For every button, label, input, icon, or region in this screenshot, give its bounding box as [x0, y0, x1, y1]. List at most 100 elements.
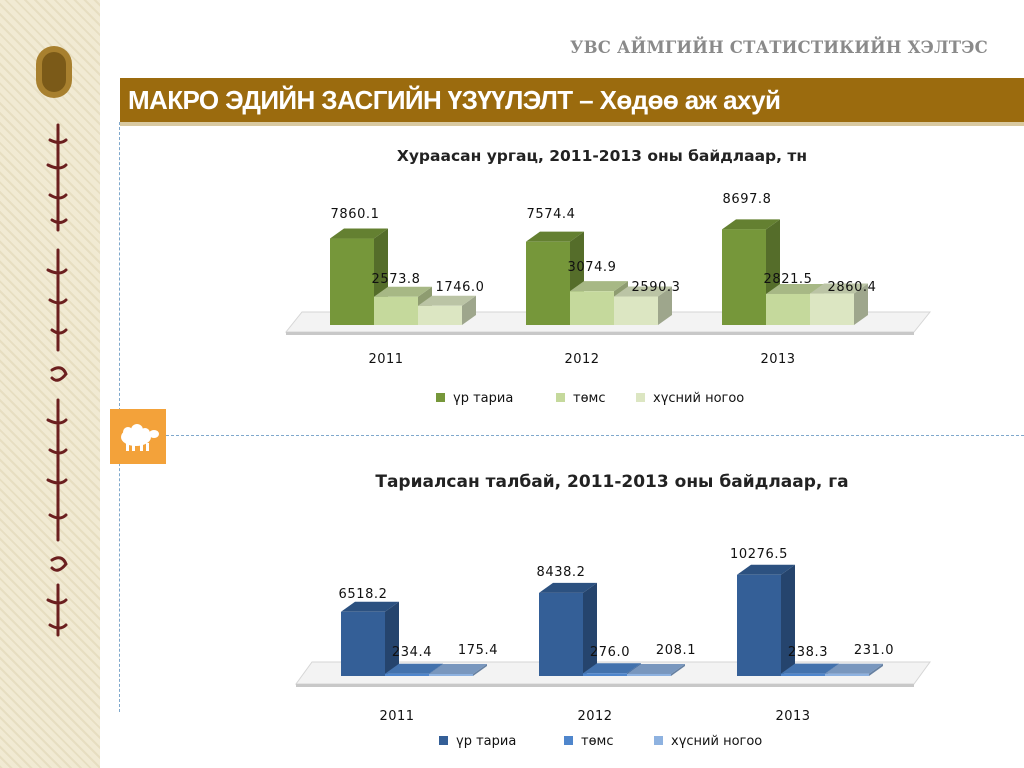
- sown-area-chart: Тариалсан талбай, 2011-2013 оны байдлаар…: [295, 472, 931, 749]
- harvest-chart: Хураасан ургац, 2011-2013 оны байдлаар, …: [284, 147, 932, 406]
- value-label: 238.3: [788, 645, 828, 660]
- legend-label: төмс: [573, 391, 605, 406]
- bar-front: [330, 238, 374, 325]
- bar-top: [330, 228, 388, 239]
- value-label: 3074.9: [567, 260, 616, 275]
- bar-2012-2: [627, 663, 685, 676]
- chart-floor-edge: [286, 332, 914, 335]
- legend-label: хүсний ногоо: [653, 391, 744, 406]
- value-label: 231.0: [854, 643, 894, 658]
- x-tick-label: 2011: [368, 352, 403, 367]
- value-label: 2860.4: [827, 280, 876, 295]
- bar-front: [374, 296, 418, 325]
- bars: [330, 219, 868, 325]
- bar-side: [869, 663, 883, 676]
- value-label: 6518.2: [338, 587, 387, 602]
- value-label: 10276.5: [730, 547, 788, 562]
- bar-top: [781, 663, 839, 674]
- bar-2013-2: [810, 283, 868, 325]
- bar-top: [418, 295, 476, 306]
- bar-front: [781, 673, 825, 676]
- x-tick-label: 2012: [577, 709, 612, 724]
- chart-title: Тариалсан талбай, 2011-2013 оны байдлаар…: [375, 472, 848, 492]
- value-labels: 7860.1 2573.8 1746.0 7574.4 3074.9 2590.3 8697…: [330, 192, 876, 295]
- value-label: 208.1: [656, 643, 696, 658]
- bar-top: [341, 601, 399, 612]
- bar-front: [429, 674, 473, 676]
- bar-front: [583, 673, 627, 676]
- left-decorative-panel: [0, 0, 100, 768]
- value-label: 2821.5: [763, 272, 812, 287]
- bar-2013-2: [825, 663, 883, 676]
- value-label: 7860.1: [330, 207, 379, 222]
- value-labels: 6518.2 234.4 175.4 8438.2 276.0 208.1 10276.5 2…: [338, 547, 894, 660]
- legend-swatch: [636, 393, 645, 402]
- bar-top: [766, 283, 824, 294]
- bar-front: [385, 673, 429, 676]
- bar-top: [539, 582, 597, 593]
- bar-front: [627, 673, 671, 676]
- sheep-icon: [110, 409, 166, 464]
- bar-top: [385, 663, 443, 674]
- bar-2011-2: [418, 295, 476, 325]
- legend-swatch: [564, 736, 573, 745]
- x-tick-label: 2013: [775, 709, 810, 724]
- legend-label: хүсний ногоо: [671, 734, 762, 749]
- bar-front: [766, 293, 810, 325]
- bar-front: [722, 229, 766, 325]
- bar-front: [526, 241, 570, 325]
- horizontal-divider: [166, 435, 1024, 436]
- bar-top: [614, 286, 672, 297]
- value-label: 7574.4: [526, 207, 575, 222]
- x-tick-label: 2012: [564, 352, 599, 367]
- bar-side: [671, 663, 685, 676]
- value-label: 276.0: [590, 645, 630, 660]
- mongolian-script-decoration: [46, 123, 68, 637]
- bar-top: [722, 219, 780, 230]
- organization-title: УВС АЙМГИЙН СТАТИСТИКИЙН ХЭЛТЭС: [570, 38, 988, 57]
- bar-top: [526, 231, 584, 242]
- bar-top: [583, 663, 641, 674]
- bar-top: [627, 663, 685, 674]
- bar-front: [810, 293, 854, 325]
- value-label: 8697.8: [722, 192, 771, 207]
- bar-top: [737, 564, 795, 575]
- value-label: 234.4: [392, 645, 432, 660]
- bar-top: [374, 286, 432, 297]
- x-tick-labels: 2011 2012 2013: [368, 352, 795, 367]
- bar-side: [473, 664, 487, 676]
- bar-front: [539, 592, 583, 676]
- bar-2012-0: [539, 582, 597, 676]
- title-bar: [120, 78, 1024, 126]
- bar-top: [429, 664, 487, 674]
- legend-swatch: [654, 736, 663, 745]
- bar-top: [825, 663, 883, 674]
- title-bar-shadow: [120, 122, 1024, 126]
- bar-front: [341, 611, 385, 676]
- bar-side: [462, 295, 476, 325]
- bar-front: [614, 296, 658, 325]
- legend-label: төмс: [581, 734, 613, 749]
- bar-side: [583, 582, 597, 676]
- bar-side: [854, 283, 868, 325]
- bar-2012-2: [614, 286, 672, 325]
- page-title: МАКРО ЭДИЙН ЗАСГИЙН ҮЗҮҮЛЭЛТ – Хөдөө аж …: [128, 85, 781, 115]
- bar-front: [737, 574, 781, 676]
- bar-top: [570, 281, 628, 292]
- emblem-inner: [42, 52, 66, 92]
- bar-2011-2: [429, 664, 487, 676]
- bars: [341, 564, 883, 676]
- bar-2011-0: [341, 601, 399, 676]
- x-tick-labels: 2011 2012 2013: [379, 709, 810, 724]
- bar-front: [570, 291, 614, 325]
- legend-swatch: [436, 393, 445, 402]
- chart-title: Хураасан ургац, 2011-2013 оны байдлаар, …: [397, 147, 807, 165]
- bar-side: [658, 286, 672, 325]
- bar-front: [418, 305, 462, 325]
- bar-top: [810, 283, 868, 294]
- legend-swatch: [556, 393, 565, 402]
- bar-side: [385, 601, 399, 676]
- statistics-emblem-icon: [36, 46, 72, 98]
- value-label: 2573.8: [371, 272, 420, 287]
- value-label: 2590.3: [631, 280, 680, 295]
